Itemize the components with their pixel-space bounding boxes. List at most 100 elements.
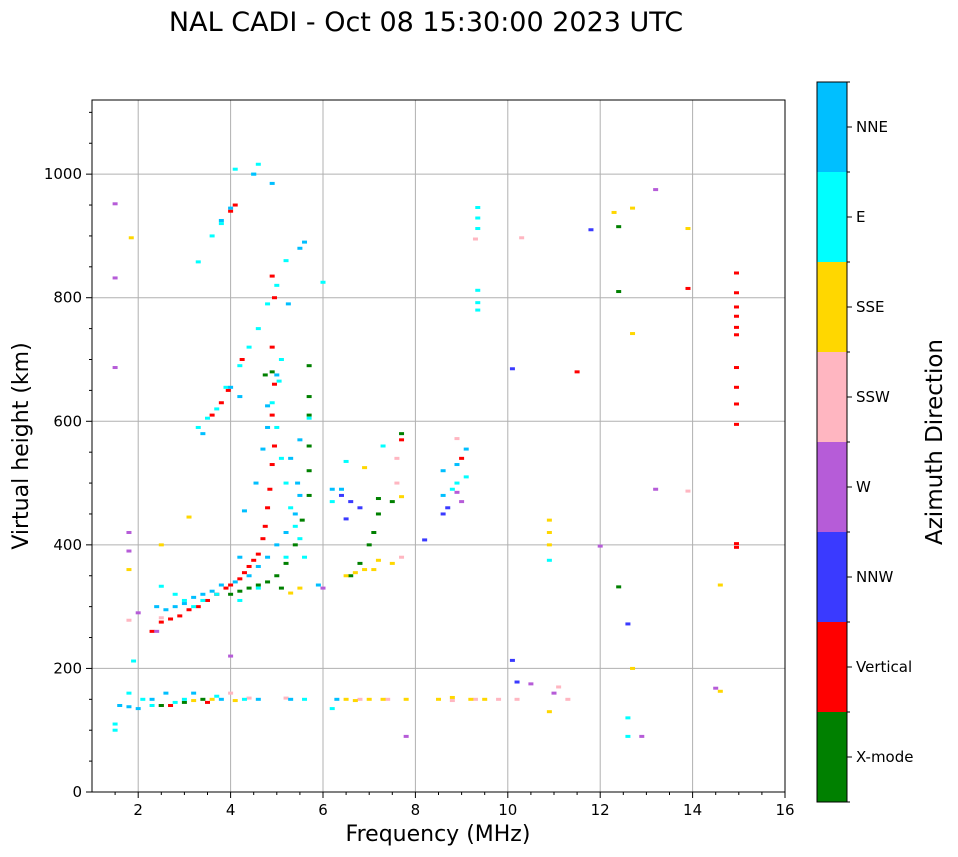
data-point-ssw bbox=[514, 697, 520, 701]
data-point-nne bbox=[255, 564, 261, 568]
data-point-e bbox=[283, 481, 289, 485]
data-point-ssw bbox=[519, 236, 525, 240]
data-point-x-mode bbox=[306, 413, 312, 417]
colorbar-label: X-mode bbox=[856, 748, 913, 766]
x-tick-label: 8 bbox=[411, 801, 421, 819]
data-point-sse bbox=[389, 561, 395, 565]
data-point-nnw bbox=[625, 622, 631, 626]
data-point-nne bbox=[237, 395, 243, 399]
data-point-e bbox=[283, 259, 289, 263]
data-point-e bbox=[449, 487, 455, 491]
data-point-sse bbox=[126, 568, 132, 572]
colorbar-label: NNW bbox=[856, 568, 893, 586]
data-point-vertical bbox=[237, 577, 243, 581]
data-point-ssw bbox=[357, 697, 363, 701]
data-point-w bbox=[126, 549, 132, 553]
data-point-e bbox=[158, 584, 164, 588]
colorbar-swatch-nnw bbox=[817, 532, 847, 622]
data-point-vertical bbox=[733, 402, 739, 406]
data-point-sse bbox=[191, 699, 197, 703]
data-point-vertical bbox=[158, 620, 164, 624]
data-point-vertical bbox=[177, 614, 183, 618]
data-point-e bbox=[306, 416, 312, 420]
data-point-sse bbox=[403, 697, 409, 701]
x-tick-label: 6 bbox=[318, 801, 328, 819]
data-point-nnw bbox=[422, 538, 428, 542]
data-point-e bbox=[302, 555, 308, 559]
data-point-nnw bbox=[588, 228, 594, 232]
data-point-sse bbox=[630, 666, 636, 670]
data-point-vertical bbox=[733, 291, 739, 295]
data-point-w bbox=[154, 629, 160, 633]
data-point-vertical bbox=[239, 358, 245, 361]
data-point-vertical bbox=[255, 552, 261, 556]
data-point-nne bbox=[297, 246, 303, 250]
data-point-vertical bbox=[269, 345, 275, 349]
data-point-e bbox=[278, 456, 284, 460]
data-point-ssw bbox=[472, 237, 478, 241]
data-point-nne bbox=[172, 605, 178, 609]
data-point-vertical bbox=[267, 487, 273, 491]
data-point-nnw bbox=[348, 500, 354, 504]
data-point-vertical bbox=[186, 608, 192, 612]
data-point-e bbox=[246, 345, 252, 349]
data-point-vertical bbox=[733, 325, 739, 329]
data-point-e bbox=[475, 227, 481, 231]
data-point-w bbox=[713, 686, 719, 690]
data-point-nne bbox=[265, 425, 271, 429]
data-point-w bbox=[112, 366, 118, 370]
data-point-sse bbox=[717, 689, 723, 693]
colorbar-swatch-e bbox=[817, 172, 847, 262]
data-point-w bbox=[653, 188, 659, 192]
data-point-e bbox=[131, 659, 137, 663]
data-point-nne bbox=[228, 206, 234, 210]
y-tick-label: 0 bbox=[72, 783, 82, 801]
data-point-nne bbox=[163, 691, 169, 695]
data-point-e bbox=[288, 506, 294, 510]
data-point-x-mode bbox=[306, 364, 312, 368]
data-point-w bbox=[228, 654, 234, 658]
data-point-e bbox=[191, 605, 197, 609]
data-point-nne bbox=[246, 574, 252, 578]
data-point-e bbox=[625, 734, 631, 738]
data-point-e bbox=[454, 481, 460, 485]
data-point-sse bbox=[546, 710, 552, 714]
y-axis-ticks: 0 200 400 600 800 1000 bbox=[44, 111, 92, 801]
data-point-vertical bbox=[251, 558, 257, 562]
data-point-x-mode bbox=[283, 561, 289, 565]
data-point-w bbox=[551, 691, 557, 695]
data-point-nne bbox=[454, 463, 460, 467]
data-point-nne bbox=[260, 447, 266, 451]
data-point-w bbox=[459, 500, 465, 504]
data-point-nne bbox=[334, 697, 340, 701]
data-point-vertical bbox=[168, 704, 174, 707]
data-point-nne bbox=[295, 481, 301, 485]
data-point-e bbox=[269, 401, 275, 405]
data-point-vertical bbox=[149, 629, 155, 633]
x-tick-label: 10 bbox=[498, 801, 517, 819]
data-point-x-mode bbox=[616, 225, 622, 229]
data-point-nne bbox=[283, 531, 289, 534]
data-point-nne bbox=[288, 456, 294, 460]
data-point-vertical bbox=[218, 401, 224, 405]
data-point-vertical bbox=[733, 305, 739, 309]
data-point-nnw bbox=[338, 493, 344, 497]
data-point-ssw bbox=[565, 697, 571, 701]
colorbar-label: E bbox=[856, 208, 865, 226]
data-point-nne bbox=[269, 181, 275, 185]
data-point-nne bbox=[218, 218, 224, 222]
data-point-sse bbox=[717, 583, 723, 587]
data-point-x-mode bbox=[366, 543, 372, 547]
data-point-e bbox=[218, 222, 224, 226]
plot-frame bbox=[91, 99, 786, 793]
data-point-e bbox=[241, 697, 247, 701]
data-point-e bbox=[265, 302, 271, 306]
colorbar-label: NNE bbox=[856, 118, 888, 136]
data-point-nne bbox=[191, 595, 197, 599]
colorbar-label: SSW bbox=[856, 388, 890, 406]
data-point-sse bbox=[186, 515, 192, 519]
data-point-vertical bbox=[733, 545, 739, 549]
data-point-nne bbox=[297, 438, 303, 442]
data-point-e bbox=[274, 283, 280, 287]
data-point-e bbox=[625, 716, 631, 720]
